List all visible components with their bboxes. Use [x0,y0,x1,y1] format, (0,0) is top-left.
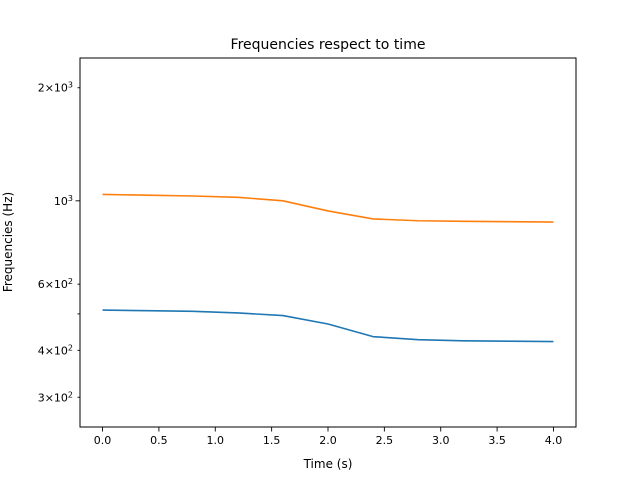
x-tick-label: 2.5 [376,434,394,447]
x-tick-label: 0.0 [94,434,112,447]
series-layer [102,193,554,343]
series-line-2 [102,193,554,223]
y-tick-label: 2×103 [38,80,73,95]
y-tick-label: 3×102 [38,390,73,405]
y-tick-label: 6×102 [38,277,73,292]
x-tick-label: 1.0 [207,434,225,447]
x-tick-label: 2.0 [319,434,337,447]
x-tick-label: 3.5 [488,434,506,447]
y-tick-label: 4×102 [38,343,73,358]
plot-area-frame [79,57,577,428]
x-axis-label: Time (s) [303,457,353,471]
x-tick-label: 1.5 [263,434,281,447]
y-tick-label: 103 [54,193,73,208]
chart-title: Frequencies respect to time [231,37,426,53]
x-tick-label: 4.0 [545,434,563,447]
ticks-layer: 0.0 0.5 1.0 1.5 2.0 2.5 3.0 3.5 4.0 103 3×102 4×102… [38,80,563,447]
y-axis-label: Frequencies (Hz) [1,192,15,292]
x-tick-label: 0.5 [150,434,168,447]
series-line-1 [102,309,554,343]
x-tick-label: 3.0 [432,434,450,447]
